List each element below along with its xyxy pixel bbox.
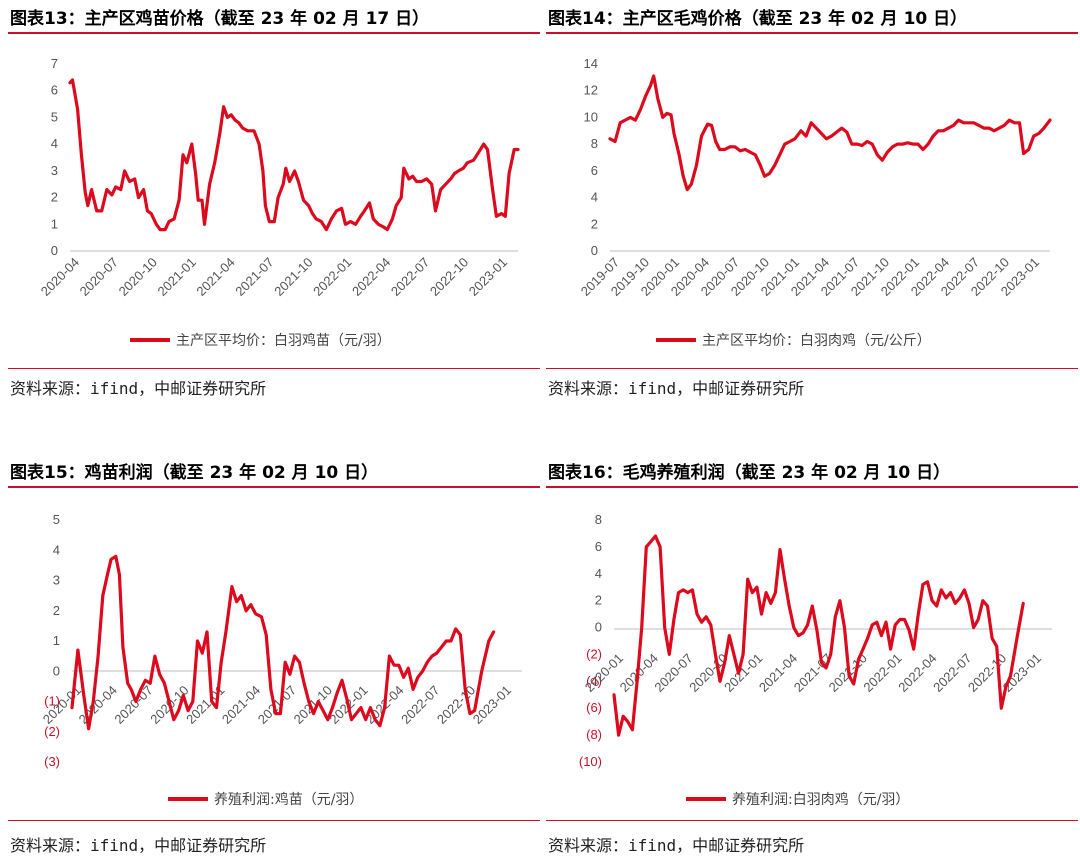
y-tick-label: 0 <box>53 663 60 678</box>
series-line <box>608 74 1052 192</box>
x-tick-label: 2021-04 <box>193 255 237 299</box>
legend-label: 养殖利润:鸡苗（元/羽） <box>214 791 363 808</box>
x-tick-label: 2020-07 <box>111 683 155 727</box>
panel-chick-price: 图表13：主产区鸡苗价格（截至 23 年 02 月 17 日） 0 1 2 3 4 5 6 7… <box>8 4 540 404</box>
x-tick-label: 2022-01 <box>310 255 354 299</box>
y-tick-label: (10) <box>579 754 602 769</box>
series-line <box>68 78 520 232</box>
x-tick-label: 2022-10 <box>427 255 471 299</box>
y-tick-label: (1) <box>44 694 60 709</box>
x-tick-label: 2020-07 <box>77 255 121 299</box>
y-tick-label: 2 <box>591 216 598 231</box>
y-tick-label: 8 <box>595 512 602 527</box>
x-tick-label: 2021-10 <box>271 255 315 299</box>
y-tick-label: 14 <box>584 56 598 71</box>
y-tick-label: 2 <box>53 603 60 618</box>
source-divider <box>8 368 540 369</box>
y-tick-label: 3 <box>51 163 58 178</box>
chart-chick-profit: (3)(2)(1)0123452020-012020-042020-072020… <box>40 512 522 808</box>
y-tick-label: (2) <box>586 646 602 661</box>
chart-broiler-profit: (10)(8)(6)(4)(2)024682020-012020-042020-… <box>579 512 1052 808</box>
source-divider <box>546 368 1078 369</box>
x-tick-label: 2020-04 <box>38 255 82 299</box>
source-note: 资料来源：ifind，中邮证券研究所 <box>10 836 267 855</box>
y-tick-label: 2 <box>51 190 58 205</box>
series-line <box>612 534 1025 737</box>
panel-title: 图表14：主产区毛鸡价格（截至 23 年 02 月 10 日） <box>546 4 1078 34</box>
panel-chick-profit: 图表15：鸡苗利润（截至 23 年 02 月 10 日） (3) (2) (1) 0 1… <box>8 458 540 858</box>
y-tick-label: 7 <box>51 56 58 71</box>
panel-title: 图表16：毛鸡养殖利润（截至 23 年 02 月 10 日） <box>546 458 1078 488</box>
y-tick-label: 4 <box>51 136 58 151</box>
y-tick-label: 6 <box>51 83 58 98</box>
source-note: 资料来源：ifind，中邮证券研究所 <box>10 379 267 398</box>
x-tick-label: 2023-01 <box>466 255 510 299</box>
y-tick-label: (3) <box>44 754 60 769</box>
y-tick-label: 8 <box>591 136 598 151</box>
y-tick-label: 6 <box>595 539 602 554</box>
y-tick-label: 0 <box>595 620 602 635</box>
y-tick-label: 6 <box>591 163 598 178</box>
y-tick-label: (6) <box>586 700 602 715</box>
legend-label: 主产区平均价：白羽肉鸡（元/公斤） <box>702 332 931 349</box>
y-tick-label: 2 <box>595 593 602 608</box>
chart-chick-price: 012345672020-042020-072020-102021-012021… <box>38 56 520 349</box>
x-tick-label: 2022-04 <box>349 255 393 299</box>
y-tick-label: 4 <box>595 566 602 581</box>
source-note: 资料来源：ifind，中邮证券研究所 <box>548 379 805 398</box>
panel-broiler-price: 图表14：主产区毛鸡价格（截至 23 年 02 月 10 日） 0 2 4 6 8 10 1… <box>546 4 1078 404</box>
panel-title: 图表13：主产区鸡苗价格（截至 23 年 02 月 17 日） <box>8 4 540 34</box>
source-note: 资料来源：ifind，中邮证券研究所 <box>548 836 805 855</box>
x-tick-label: 2022-07 <box>398 683 442 727</box>
chart-broiler-price: 024681012142019-072019-102020-012020-042… <box>578 56 1052 349</box>
legend-label: 主产区平均价：白羽鸡苗（元/羽） <box>176 332 391 349</box>
y-tick-label: 1 <box>51 216 58 231</box>
x-tick-label: 2021-07 <box>232 255 276 299</box>
panel-broiler-profit: 图表16：毛鸡养殖利润（截至 23 年 02 月 10 日） (10) (8) (6… <box>546 458 1078 858</box>
legend-label: 养殖利润:白羽肉鸡（元/羽） <box>732 791 909 808</box>
x-tick-label: 2022-07 <box>388 255 432 299</box>
y-tick-label: 10 <box>584 109 598 124</box>
series-line <box>70 554 496 731</box>
y-tick-label: (8) <box>586 727 602 742</box>
x-tick-label: 2021-01 <box>154 255 198 299</box>
x-tick-label: 2021-04 <box>219 683 263 727</box>
y-tick-label: 4 <box>591 190 598 205</box>
source-divider <box>8 820 540 821</box>
y-tick-label: 4 <box>53 542 60 557</box>
y-tick-label: 5 <box>51 109 58 124</box>
x-tick-label: 2020-10 <box>116 255 160 299</box>
y-tick-label: (2) <box>44 724 60 739</box>
panel-title: 图表15：鸡苗利润（截至 23 年 02 月 10 日） <box>8 458 540 488</box>
y-tick-label: (4) <box>586 673 602 688</box>
y-tick-label: 0 <box>51 243 58 258</box>
y-tick-label: 5 <box>53 512 60 527</box>
source-divider <box>546 820 1078 821</box>
y-tick-label: 1 <box>53 633 60 648</box>
y-tick-label: 0 <box>591 243 598 258</box>
x-tick-label: 2022-10 <box>434 683 478 727</box>
x-tick-label: 2021-07 <box>255 683 299 727</box>
y-tick-label: 12 <box>584 83 598 98</box>
y-tick-label: 3 <box>53 573 60 588</box>
